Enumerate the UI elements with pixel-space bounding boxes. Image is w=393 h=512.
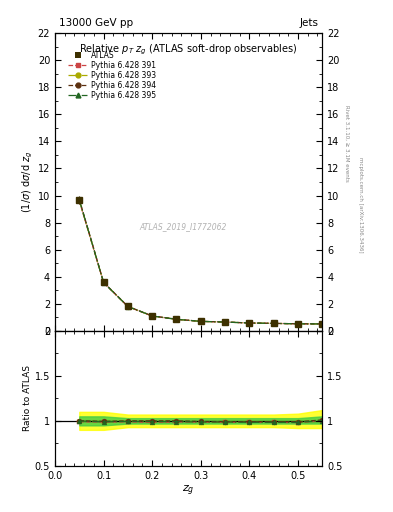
Legend: ATLAS, Pythia 6.428 391, Pythia 6.428 393, Pythia 6.428 394, Pythia 6.428 395: ATLAS, Pythia 6.428 391, Pythia 6.428 39… (67, 49, 158, 102)
Text: Jets: Jets (299, 18, 318, 28)
Y-axis label: Ratio to ATLAS: Ratio to ATLAS (23, 366, 32, 431)
Text: Rivet 3.1.10, ≥ 3.1M events: Rivet 3.1.10, ≥ 3.1M events (344, 105, 349, 182)
X-axis label: $z_g$: $z_g$ (182, 483, 195, 498)
Text: ATLAS_2019_I1772062: ATLAS_2019_I1772062 (140, 222, 227, 231)
Y-axis label: $(1/\sigma)$ d$\sigma$/d $z_g$: $(1/\sigma)$ d$\sigma$/d $z_g$ (20, 151, 35, 213)
Text: 13000 GeV pp: 13000 GeV pp (59, 18, 133, 28)
Text: Relative $p_T$ $z_g$ (ATLAS soft-drop observables): Relative $p_T$ $z_g$ (ATLAS soft-drop ob… (79, 42, 298, 57)
Text: mcplots.cern.ch [arXiv:1306.3436]: mcplots.cern.ch [arXiv:1306.3436] (358, 157, 363, 252)
